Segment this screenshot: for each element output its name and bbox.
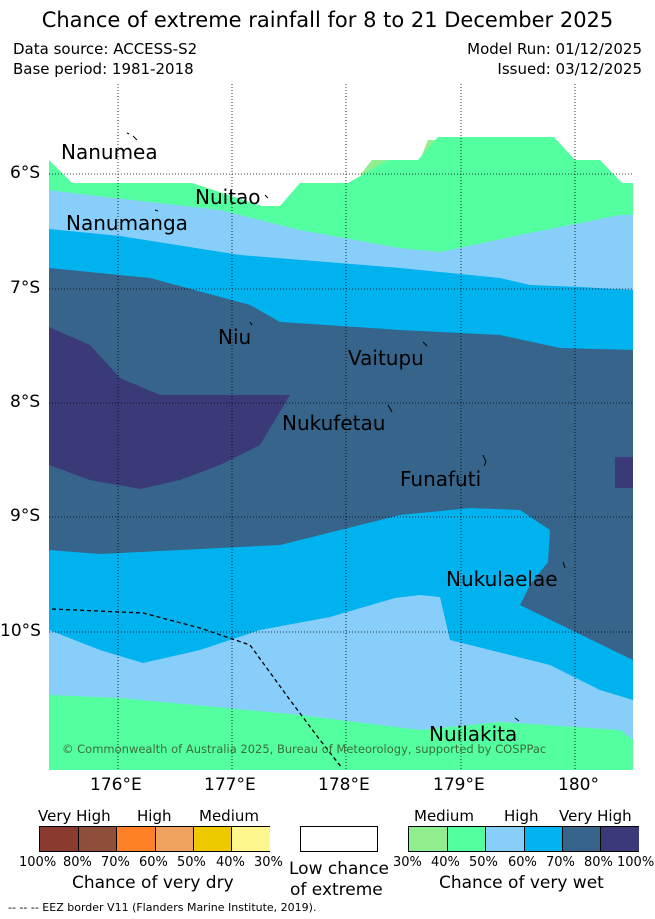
legend-wet-colorbar	[408, 826, 639, 852]
lon-tick-176e: 176°E	[90, 775, 142, 795]
dry-swatch-80-100	[40, 827, 78, 851]
gridlines	[49, 84, 633, 770]
wet-pct-50: 50%	[469, 855, 498, 870]
lat-tick-9s: 9°S	[10, 506, 41, 526]
lat-tick-7s: 7°S	[10, 278, 41, 298]
wet-swatch-60-70	[524, 827, 563, 851]
wet-pct-80: 80%	[584, 855, 613, 870]
island-marks	[126, 132, 566, 722]
legend-wet-title: Chance of very wet	[439, 873, 604, 893]
lat-tick-10s: 10°S	[0, 621, 41, 641]
legend-wet-high: High	[504, 807, 539, 825]
data-source: Data source: ACCESS-S2	[13, 40, 198, 58]
dry-swatch-30-40	[231, 827, 270, 851]
dry-pct-80: 80%	[63, 855, 92, 870]
label-vaitupu: Vaitupu	[348, 346, 424, 370]
model-run: Model Run: 01/12/2025	[467, 40, 642, 58]
copyright-notice: © Commonwealth of Australia 2025, Bureau…	[62, 742, 547, 756]
eez-border	[51, 608, 343, 769]
dry-swatch-70-80	[78, 827, 117, 851]
label-nukufetau: Nukufetau	[282, 411, 386, 435]
wet-swatch-80-100	[600, 827, 639, 851]
rainfall-map	[49, 84, 633, 770]
lon-tick-177e: 177°E	[204, 775, 256, 795]
dry-pct-100: 100%	[19, 855, 57, 870]
legend-wet-medium: Medium	[414, 807, 474, 825]
legend-low-title-line1: Low chance	[289, 859, 389, 879]
dry-swatch-60-70	[116, 827, 156, 851]
wet-swatch-70-80	[562, 827, 601, 851]
label-nukulaelae: Nukulaelae	[446, 567, 558, 591]
eez-border-note: -- -- -- EEZ border V11 (Flanders Marine…	[8, 901, 317, 914]
band-80-100-wet-west	[49, 327, 290, 489]
dry-swatch-40-50	[193, 827, 232, 851]
issued-date: Issued: 03/12/2025	[497, 60, 642, 78]
legend-dry-colorbar	[39, 826, 270, 852]
lon-tick-178e: 178°E	[318, 775, 370, 795]
base-period: Base period: 1981-2018	[13, 60, 194, 78]
lat-tick-8s: 8°S	[10, 392, 41, 412]
label-funafuti: Funafuti	[400, 467, 482, 491]
lon-tick-179e: 179°E	[433, 775, 485, 795]
label-nanumanga: Nanumanga	[66, 211, 188, 235]
legend-dry-title: Chance of very dry	[72, 873, 234, 893]
wet-pct-60: 60%	[508, 855, 537, 870]
lon-tick-180: 180°	[558, 775, 599, 795]
dry-pct-70: 70%	[101, 855, 130, 870]
dry-pct-30: 30%	[254, 855, 283, 870]
legend-low-title-line2: of extreme	[290, 880, 383, 900]
label-nanumea: Nanumea	[61, 140, 158, 164]
wet-pct-70: 70%	[546, 855, 575, 870]
wet-swatch-50-60	[485, 827, 525, 851]
lat-tick-6s: 6°S	[10, 163, 41, 183]
wet-pct-40: 40%	[431, 855, 460, 870]
legend-dry-very-high: Very High	[38, 807, 111, 825]
dry-pct-50: 50%	[177, 855, 206, 870]
band-40-50-wet-south	[49, 695, 633, 770]
dry-pct-40: 40%	[216, 855, 245, 870]
legend-dry-high: High	[137, 807, 172, 825]
band-80-100-wet-east	[615, 457, 633, 488]
label-niu: Niu	[218, 325, 252, 349]
legend-wet-very-high: Very High	[559, 807, 632, 825]
dry-pct-60: 60%	[139, 855, 168, 870]
label-nuilakita: Nuilakita	[429, 722, 518, 746]
legend-dry-medium: Medium	[199, 807, 259, 825]
wet-swatch-30-40	[409, 827, 447, 851]
legend-low-chance-box	[300, 826, 378, 852]
dry-swatch-50-60	[155, 827, 194, 851]
wet-swatch-40-50	[447, 827, 486, 851]
wet-pct-30: 30%	[393, 855, 422, 870]
wet-pct-100: 100%	[617, 855, 655, 870]
chart-title: Chance of extreme rainfall for 8 to 21 D…	[41, 8, 614, 32]
label-nuitao: Nuitao	[195, 185, 261, 209]
